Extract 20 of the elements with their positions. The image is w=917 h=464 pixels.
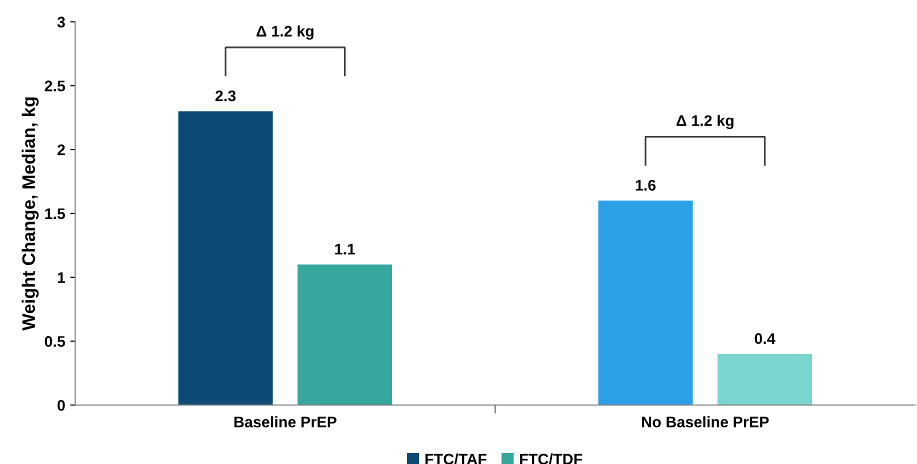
y-tick-label: 0.5 bbox=[44, 336, 66, 347]
data-label: 2.3 bbox=[215, 90, 236, 102]
x-tick-label: Baseline PrEP bbox=[234, 416, 336, 428]
bar bbox=[598, 200, 693, 406]
y-tick-label: 1.5 bbox=[45, 208, 66, 220]
y-axis-title: Weight Change, Median, kg bbox=[22, 97, 39, 331]
y-tick-label: 1 bbox=[58, 272, 66, 283]
annotation: Δ 1.2 kg bbox=[676, 114, 734, 130]
annotation: Δ 1.2 kg bbox=[256, 25, 314, 40]
y-tick-label: 2.5 bbox=[44, 80, 66, 92]
y-tick-label: 2 bbox=[58, 144, 65, 156]
data-label: 0.4 bbox=[754, 333, 776, 344]
bar bbox=[178, 111, 273, 406]
bar bbox=[718, 354, 812, 406]
data-label: 1.6 bbox=[636, 180, 656, 191]
data-label: 1.1 bbox=[335, 244, 356, 254]
y-tick-label: 3 bbox=[57, 16, 65, 28]
y-tick-label: 0 bbox=[58, 400, 65, 411]
x-tick-label: No Baseline PrEP bbox=[642, 416, 769, 428]
bar bbox=[298, 264, 392, 406]
